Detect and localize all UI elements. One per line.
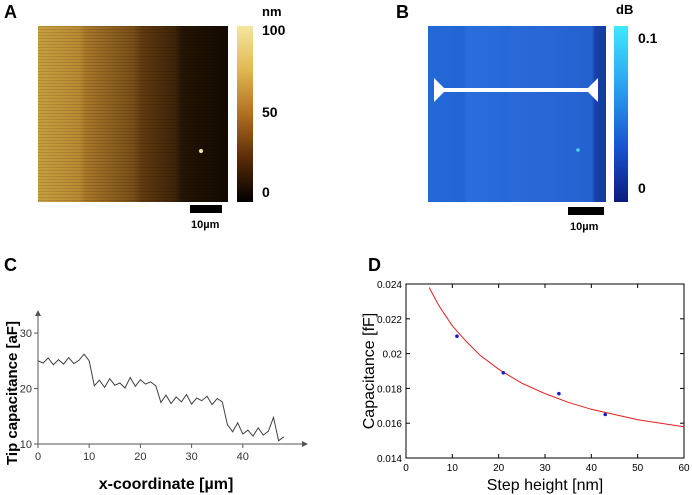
afm-colorbar-unit: nm [262,4,282,19]
panel-b-letter: B [396,2,409,22]
afm-colorbar-tick-mid: 50 [262,104,278,120]
profile-y-tick-label: 20 [20,384,32,396]
smm-colorbar-tick-max: 0.1 [638,30,658,46]
profile-x-tick-label: 20 [134,451,146,463]
smm-particle [576,148,580,152]
profile-x-tick-label: 30 [185,451,197,463]
profile-y-tick-label: 10 [20,439,32,451]
fit-data-point [557,391,561,396]
fit-data-point [501,370,506,375]
afm-colorbar [237,26,253,202]
afm-scale-bar-label: 10µm [191,219,220,231]
profile-x-axis-label: x-coordinate [µm] [99,476,234,493]
fit-data-point [603,412,608,417]
profile-y-axis-label: Tip capacitance [aF] [4,321,21,465]
fit-x-axis-label: Step height [nm] [487,477,604,494]
fit-x-tick-label: 0 [403,463,409,474]
smm-dB-image [428,26,606,202]
fit-x-tick-label: 10 [447,463,459,474]
smm-colorbar-tick-min: 0 [638,180,646,196]
fit-y-tick-label: 0.022 [377,315,402,326]
afm-scale-bar [190,205,222,213]
smm-scale-bar-label: 10µm [570,221,599,233]
fit-x-tick-label: 50 [632,463,644,474]
afm-particle [199,149,203,153]
fit-curve [428,287,685,428]
profile-series-line [37,353,285,442]
probe-left-pad [434,78,446,102]
smm-scale-bar [568,207,604,215]
fit-x-tick-label: 40 [586,463,598,474]
fit-x-tick-label: 20 [493,463,505,474]
fit-plot-frame [405,283,685,459]
fit-y-tick-label: 0.024 [377,280,402,291]
profile-y-axis-arrow [35,310,41,316]
profile-x-axis-arrow [302,441,308,447]
fit-y-axis-label: Capacitance [fF] [361,313,378,430]
panel-a-letter: A [4,2,17,22]
panel-d-letter: D [368,255,381,275]
profile-x-tick-label: 10 [83,451,95,463]
probe-right-pad [586,78,598,102]
fit-y-tick-label: 0.014 [377,454,402,465]
fit-x-tick-label: 30 [539,463,551,474]
fit-x-tick-label: 60 [678,463,690,474]
smm-dB-graphic [428,26,606,202]
profile-x-tick-label: 0 [35,451,41,463]
fit-y-tick-label: 0.02 [383,350,403,361]
smm-colorbar [614,26,628,202]
fit-y-tick-label: 0.018 [377,384,402,395]
fit-data-point [455,334,459,338]
capacitance-fit-chart: 0 10 20 30 40 50 60 0.014 0.016 0.018 0.02 0.022 0.0… [361,280,690,494]
afm-colorbar-tick-min: 0 [262,184,270,200]
panel-c-letter: C [4,255,17,275]
profile-x-tick-label: 40 [237,451,249,463]
afm-topography-graphic [38,26,228,202]
smm-colorbar-unit: dB [616,2,634,17]
afm-topography-image [38,26,228,202]
profile-y-tick-label: 30 [20,328,32,340]
afm-colorbar-tick-max: 100 [262,22,286,38]
fit-y-tick-label: 0.016 [377,419,402,430]
